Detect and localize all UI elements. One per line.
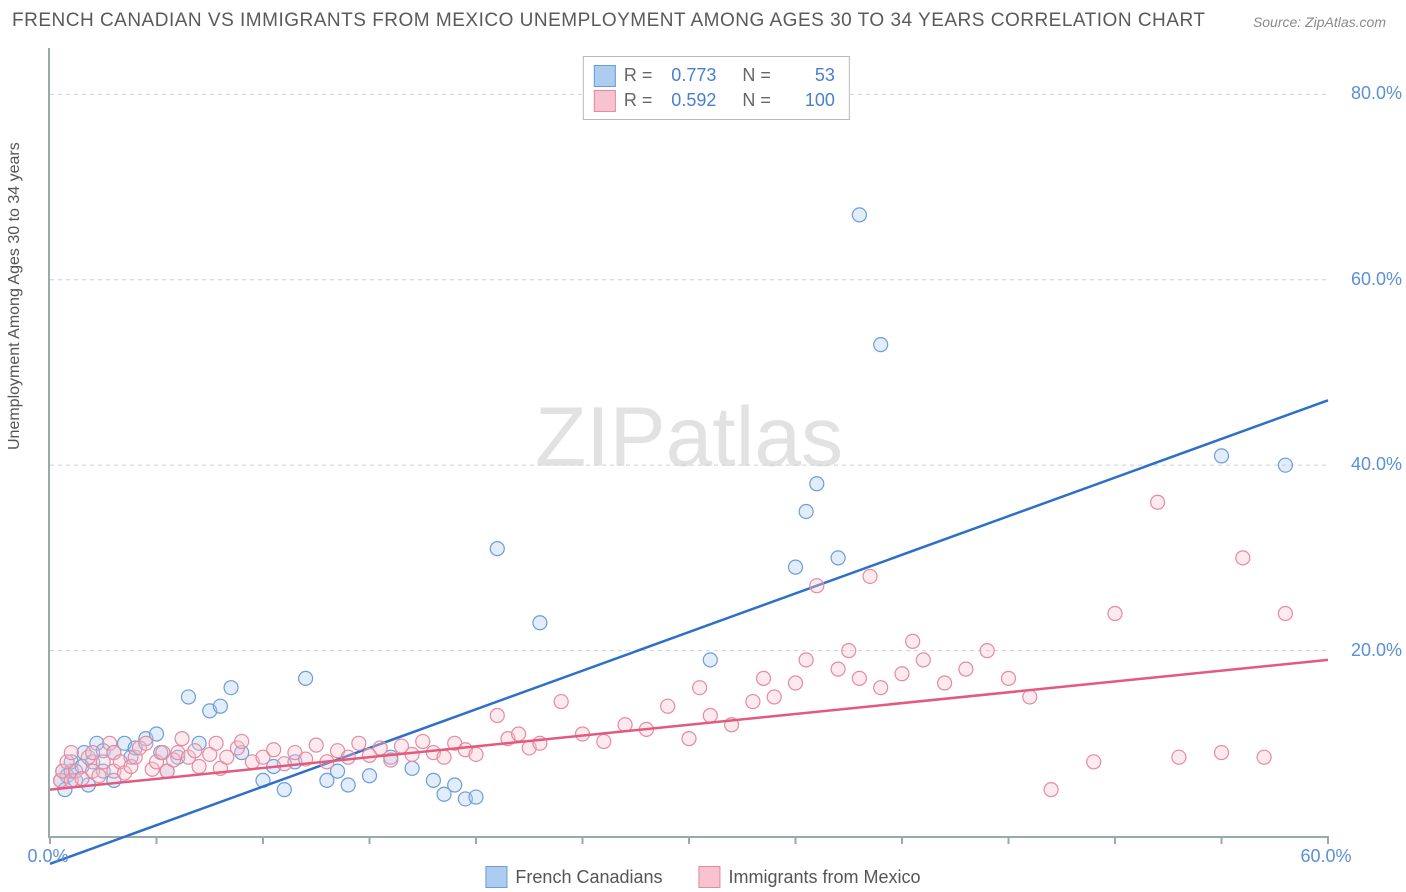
y-axis-label: Unemployment Among Ages 30 to 34 years — [6, 142, 24, 450]
y-tick-label: 40.0% — [1332, 454, 1402, 475]
plot-svg — [50, 48, 1328, 836]
swatch-series-0 — [594, 65, 616, 87]
x-tick-label: 60.0% — [1286, 846, 1366, 867]
r-label: R = — [624, 63, 653, 88]
legend-label-1: Immigrants from Mexico — [729, 867, 921, 888]
n-label: N = — [742, 88, 771, 113]
x-tick-label: 0.0% — [8, 846, 88, 867]
stats-row-1: R = 0.592 N = 100 — [594, 88, 835, 113]
y-tick-label: 80.0% — [1332, 83, 1402, 104]
legend-item-1: Immigrants from Mexico — [699, 866, 921, 888]
n-label: N = — [742, 63, 771, 88]
r-value-1: 0.592 — [660, 88, 716, 113]
n-value-0: 53 — [779, 63, 835, 88]
bottom-legend: French Canadians Immigrants from Mexico — [485, 866, 920, 888]
swatch-bottom-0 — [485, 866, 507, 888]
source-label: Source: ZipAtlas.com — [1253, 14, 1386, 30]
swatch-bottom-1 — [699, 866, 721, 888]
stats-legend: R = 0.773 N = 53 R = 0.592 N = 100 — [583, 56, 850, 120]
legend-label-0: French Canadians — [515, 867, 662, 888]
chart-title: FRENCH CANADIAN VS IMMIGRANTS FROM MEXIC… — [12, 10, 1205, 32]
y-tick-label: 60.0% — [1332, 269, 1402, 290]
legend-item-0: French Canadians — [485, 866, 662, 888]
n-value-1: 100 — [779, 88, 835, 113]
stats-row-0: R = 0.773 N = 53 — [594, 63, 835, 88]
r-value-0: 0.773 — [660, 63, 716, 88]
y-tick-label: 20.0% — [1332, 640, 1402, 661]
scatter-plot: ZIPatlas — [48, 48, 1328, 838]
r-label: R = — [624, 88, 653, 113]
swatch-series-1 — [594, 90, 616, 112]
